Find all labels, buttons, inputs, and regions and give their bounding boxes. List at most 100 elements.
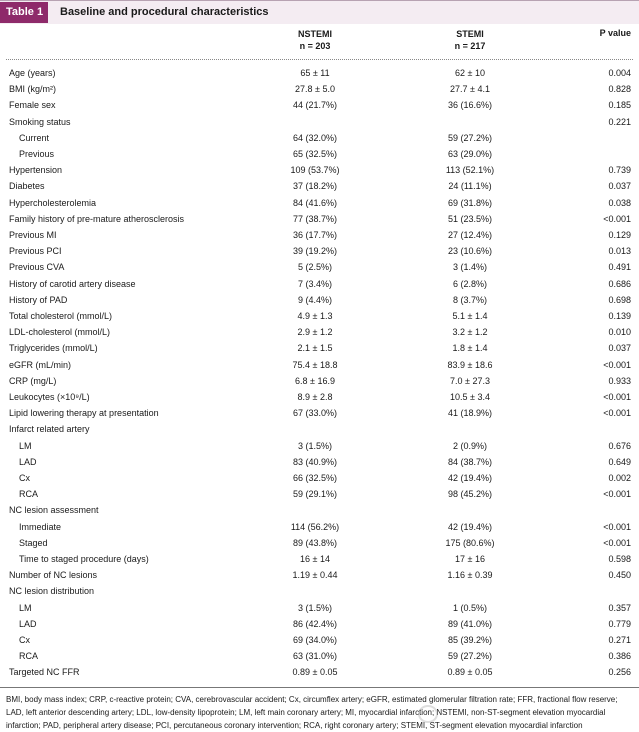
table-footnote: BMI, body mass index; CRP, c-reactive pr… — [6, 695, 618, 730]
row-stemi-value: 85 (39.2%) — [447, 635, 493, 645]
row-p-value: 0.649 — [608, 456, 631, 467]
row-label: eGFR (mL/min) — [9, 359, 72, 370]
row-stemi-value: 41 (18.9%) — [447, 408, 493, 419]
table-row: Number of NC lesions 1.19 ± 0.44 1.16 ± 0.… — [0, 567, 639, 583]
table-row: Smoking status 0.221 — [0, 114, 639, 130]
table-row: LM 3 (1.5%) 2 (0.9%) 0.676 — [0, 438, 639, 454]
row-p-value: 0.004 — [608, 68, 631, 78]
table-row: RCA 63 (31.0%) 59 (27.2%) 0.386 — [0, 648, 639, 664]
row-label: LM — [19, 602, 32, 613]
row-stemi-value: 63 (29.0%) — [447, 149, 493, 159]
table-title: Baseline and procedural characteristics — [60, 6, 269, 18]
table-row: Staged 89 (43.8%) 175 (80.6%) <0.001 — [0, 535, 639, 551]
row-stemi-value: 3.2 ± 1.2 — [452, 327, 488, 338]
row-label: Hypertension — [9, 165, 63, 176]
row-nstemi-value: 66 (32.5%) — [292, 473, 338, 483]
row-p-value: 0.037 — [608, 343, 631, 354]
row-p-value: 0.357 — [608, 602, 631, 613]
table-row: Targeted NC FFR 0.89 ± 0.05 0.89 ± 0.05 0.2… — [0, 664, 639, 680]
row-p-value: 0.676 — [608, 440, 631, 451]
row-p-value: 0.002 — [608, 473, 631, 483]
header-nstemi-label: NSTEMI — [297, 29, 332, 39]
row-nstemi-value: 86 (42.4%) — [292, 618, 338, 629]
header-divider — [6, 59, 633, 60]
row-label: Family history of pre-mature atheroscler… — [9, 213, 185, 224]
row-label: Targeted NC FFR — [9, 667, 80, 678]
row-p-value: 0.450 — [608, 570, 631, 581]
table-row: Hypercholesterolemia 84 (41.6%) 69 (31.8%)… — [0, 195, 639, 211]
row-nstemi-value: 65 ± 11 — [300, 68, 330, 78]
row-p-value: 0.010 — [608, 327, 631, 338]
row-nstemi-value: 0.89 ± 0.05 — [292, 667, 338, 678]
row-label: Hypercholesterolemia — [9, 197, 97, 208]
row-p-value: 0.739 — [608, 165, 631, 176]
table-row: History of PAD 9 (4.4%) 8 (3.7%) 0.698 — [0, 292, 639, 308]
table-row: Infarct related artery — [0, 421, 639, 437]
table-row: LDL-cholesterol (mmol/L) 2.9 ± 1.2 3.2 ± 1… — [0, 324, 639, 340]
row-label: RCA — [19, 651, 39, 662]
row-label: Infarct related artery — [9, 424, 90, 435]
table-row: Previous 65 (32.5%) 63 (29.0%) — [0, 146, 639, 162]
row-p-value: 0.013 — [608, 246, 631, 257]
row-p-value: <0.001 — [603, 392, 631, 402]
row-p-value: <0.001 — [603, 489, 631, 500]
row-stemi-value: 42 (19.4%) — [447, 473, 493, 483]
table-row: Immediate 114 (56.2%) 42 (19.4%) <0.001 — [0, 519, 639, 535]
table-row: eGFR (mL/min) 75.4 ± 18.8 83.9 ± 18.6 <0.00… — [0, 357, 639, 373]
row-stemi-value: 17 ± 16 — [455, 554, 485, 564]
row-stemi-value: 24 (11.1%) — [448, 181, 492, 192]
row-stemi-value: 36 (16.6%) — [447, 100, 493, 111]
row-p-value: 0.221 — [608, 116, 631, 127]
header-stemi: STEMI n = 217 — [410, 28, 530, 52]
table-row: Previous CVA 5 (2.5%) 3 (1.4%) 0.491 — [0, 259, 639, 275]
row-p-value: 0.933 — [608, 375, 631, 386]
table-row: Hypertension 109 (53.7%) 113 (52.1%) 0.739 — [0, 162, 639, 178]
row-nstemi-value: 3 (1.5%) — [297, 440, 332, 451]
row-p-value: 0.271 — [608, 635, 631, 645]
row-stemi-value: 27.7 ± 4.1 — [450, 84, 490, 95]
row-stemi-value: 1.8 ± 1.4 — [452, 343, 488, 354]
table-row: BMI (kg/m²) 27.8 ± 5.0 27.7 ± 4.1 0.828 — [0, 81, 639, 97]
watermark — [418, 700, 538, 726]
row-nstemi-value: 77 (38.7%) — [292, 213, 338, 224]
row-stemi-value: 7.0 ± 27.3 — [450, 375, 490, 386]
row-nstemi-value: 84 (41.6%) — [292, 197, 338, 208]
table-title-bar: Table 1 Baseline and procedural characte… — [0, 0, 639, 24]
row-p-value: <0.001 — [603, 537, 631, 548]
table-row: Lipid lowering therapy at presentation 67… — [0, 405, 639, 421]
row-label: Time to staged procedure (days) — [19, 554, 149, 564]
header-p-value: P value — [599, 28, 631, 38]
row-label: Number of NC lesions — [9, 570, 98, 581]
table-row: Cx 69 (34.0%) 85 (39.2%) 0.271 — [0, 632, 639, 648]
table-row: Cx 66 (32.5%) 42 (19.4%) 0.002 — [0, 470, 639, 486]
row-stemi-value: 23 (10.6%) — [447, 246, 493, 257]
table-row: Current 64 (32.0%) 59 (27.2%) — [0, 130, 639, 146]
row-p-value: 0.185 — [608, 100, 631, 111]
table-bottom-rule — [0, 687, 639, 688]
row-p-value: 0.779 — [608, 618, 631, 629]
row-nstemi-value: 44 (21.7%) — [292, 100, 338, 111]
row-nstemi-value: 65 (32.5%) — [292, 149, 338, 159]
row-p-value: 0.386 — [608, 651, 631, 662]
row-label: Previous MI — [9, 230, 57, 240]
row-p-value: 0.038 — [608, 197, 631, 208]
row-stemi-value: 83.9 ± 18.6 — [447, 359, 493, 370]
header-nstemi-n: n = 203 — [299, 41, 331, 51]
row-stemi-value: 10.5 ± 3.4 — [450, 392, 490, 402]
row-p-value: 0.828 — [608, 84, 631, 95]
row-p-value: <0.001 — [603, 213, 631, 224]
row-stemi-value: 175 (80.6%) — [445, 537, 495, 548]
table-row: LAD 83 (40.9%) 84 (38.7%) 0.649 — [0, 454, 639, 470]
row-p-value: 0.256 — [608, 667, 631, 678]
row-label: BMI (kg/m²) — [9, 84, 56, 95]
row-nstemi-value: 83 (40.9%) — [292, 456, 338, 467]
row-label: CRP (mg/L) — [9, 375, 57, 386]
row-label: Cx — [19, 473, 30, 483]
row-stemi-value: 89 (41.0%) — [447, 618, 493, 629]
row-label: Smoking status — [9, 116, 71, 127]
row-nstemi-value: 63 (31.0%) — [292, 651, 338, 662]
row-p-value: <0.001 — [603, 408, 631, 419]
row-nstemi-value: 1.19 ± 0.44 — [292, 570, 338, 581]
row-stemi-value: 27 (12.4%) — [447, 230, 493, 240]
